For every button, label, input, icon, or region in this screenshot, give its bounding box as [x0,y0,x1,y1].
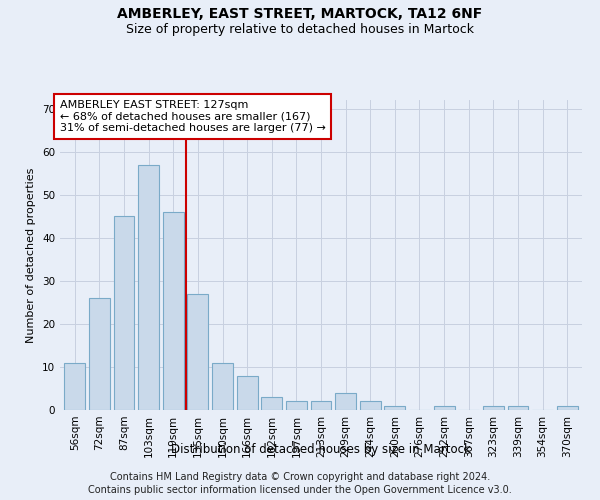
Bar [113,216,134,410]
Text: Size of property relative to detached houses in Martock: Size of property relative to detached ho… [126,22,474,36]
Text: Contains public sector information licensed under the Open Government Licence v3: Contains public sector information licen… [88,485,512,495]
Bar [261,397,282,410]
Bar [187,294,208,410]
Bar [138,164,159,410]
Bar [360,402,381,410]
Y-axis label: Number of detached properties: Number of detached properties [26,168,37,342]
Bar [64,362,85,410]
Text: AMBERLEY EAST STREET: 127sqm
← 68% of detached houses are smaller (167)
31% of s: AMBERLEY EAST STREET: 127sqm ← 68% of de… [60,100,326,133]
Text: Contains HM Land Registry data © Crown copyright and database right 2024.: Contains HM Land Registry data © Crown c… [110,472,490,482]
Bar [236,376,257,410]
Bar [311,402,331,410]
Bar [89,298,110,410]
Bar [508,406,529,410]
Text: AMBERLEY, EAST STREET, MARTOCK, TA12 6NF: AMBERLEY, EAST STREET, MARTOCK, TA12 6NF [118,8,482,22]
Bar [163,212,184,410]
Bar [212,362,233,410]
Bar [557,406,578,410]
Bar [434,406,455,410]
Bar [286,402,307,410]
Bar [385,406,406,410]
Text: Distribution of detached houses by size in Martock: Distribution of detached houses by size … [171,442,471,456]
Bar [335,393,356,410]
Bar [483,406,504,410]
